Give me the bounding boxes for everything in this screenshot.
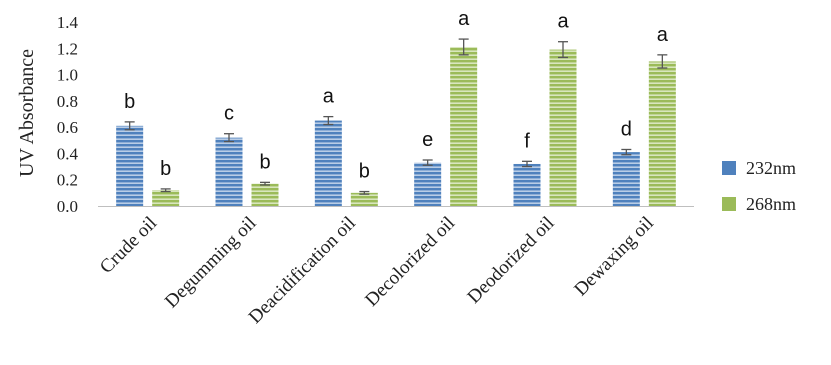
bar-232nm xyxy=(414,162,442,206)
bar-232nm xyxy=(513,163,541,206)
significance-label: b xyxy=(124,91,135,113)
legend-label: 232nm xyxy=(746,158,796,178)
bar-232nm xyxy=(116,125,144,206)
significance-label: b xyxy=(160,158,171,180)
bar-268nm xyxy=(350,192,378,206)
category-label: Degumming oil xyxy=(161,213,261,313)
significance-label: a xyxy=(657,24,669,46)
bars: b c a e f d b b b a a a xyxy=(98,8,694,207)
y-axis: 0.0 0.2 0.4 0.6 0.8 1.0 1.2 1.4 xyxy=(57,13,79,216)
legend: 232nm 268nm xyxy=(722,158,796,214)
category-label: Deacidification oil xyxy=(245,213,360,328)
significance-label: e xyxy=(422,129,433,151)
bar-232nm xyxy=(612,152,640,206)
category-label: Deodorized oil xyxy=(463,213,558,308)
bar-268nm xyxy=(450,46,478,206)
category-label: Decolorized oil xyxy=(361,213,459,311)
significance-label: f xyxy=(524,130,530,152)
y-tick-label: 0.2 xyxy=(57,171,78,190)
bar-268nm xyxy=(152,190,180,206)
legend-swatch xyxy=(722,161,736,175)
significance-label: a xyxy=(323,86,335,108)
y-axis-title: UV Absorbance xyxy=(16,49,38,177)
significance-label: a xyxy=(557,11,569,33)
y-tick-label: 0.0 xyxy=(57,197,78,216)
significance-label: a xyxy=(458,8,470,30)
y-tick-label: 1.2 xyxy=(57,39,78,58)
y-tick-label: 1.0 xyxy=(57,66,78,85)
significance-label: b xyxy=(259,151,270,173)
significance-label: d xyxy=(621,118,632,140)
significance-label: c xyxy=(224,103,234,125)
y-tick-label: 0.6 xyxy=(57,118,78,137)
significance-label: b xyxy=(359,161,370,183)
bar-268nm xyxy=(251,183,279,206)
y-tick-label: 0.8 xyxy=(57,92,78,111)
bar-268nm xyxy=(549,49,577,206)
legend-swatch xyxy=(722,197,736,211)
category-label: Dewaxing oil xyxy=(570,213,658,301)
y-tick-label: 0.4 xyxy=(57,144,79,163)
bar-268nm xyxy=(648,61,676,206)
y-tick-label: 1.4 xyxy=(57,13,79,32)
bar-232nm xyxy=(215,137,243,206)
bar-232nm xyxy=(314,120,342,206)
category-label: Crude oil xyxy=(96,213,161,278)
legend-label: 268nm xyxy=(746,194,796,214)
